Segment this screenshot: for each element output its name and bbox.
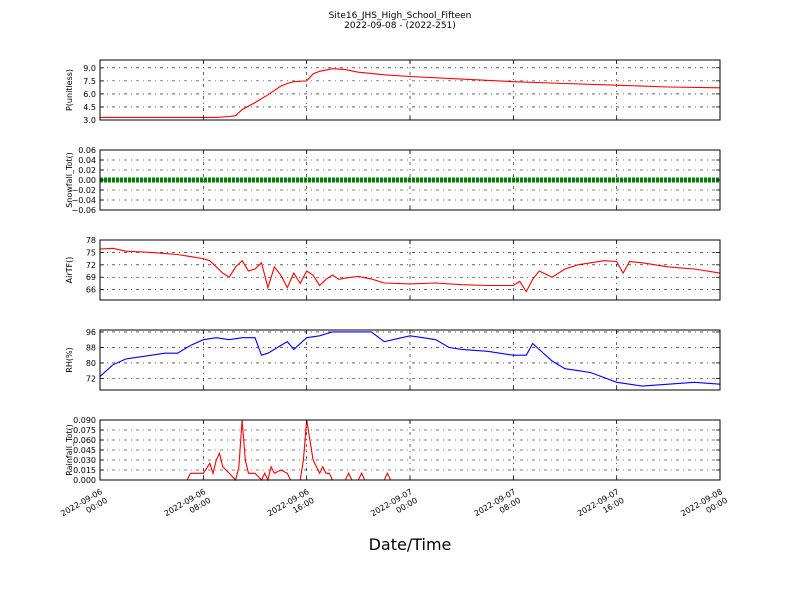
- subplot-1: 3.0 4.5 6.0 7.5 9.0 P(unitless): [65, 59, 721, 125]
- y-tick-label: 80: [86, 359, 96, 368]
- y-axis-label: RH(%): [65, 347, 74, 372]
- y-tick-label: 6.0: [83, 90, 96, 99]
- subplot-2: −0.06−0.04−0.020.000.020.040.06 Snowfall_…: [65, 146, 721, 215]
- subplot-3: 66 69 72 75 78 AirTF(): [65, 236, 721, 301]
- y-tick-label: 78: [86, 236, 96, 245]
- y-axis-label: AirTF(): [65, 257, 74, 284]
- y-tick-label: −0.02: [71, 186, 96, 195]
- subplot-4: 72 80 88 96 RH(%): [65, 328, 721, 391]
- y-tick-label: 0.030: [73, 456, 96, 465]
- series-line-1: [100, 419, 720, 482]
- y-tick-label: 0.075: [73, 426, 96, 435]
- y-tick-label: 0.02: [78, 166, 96, 175]
- y-tick-label: 96: [86, 328, 96, 337]
- y-tick-label: 69: [86, 273, 96, 282]
- y-tick-label: 0.00: [78, 176, 96, 185]
- y-tick-label: 0.04: [78, 156, 96, 165]
- series-line-1: [100, 68, 721, 118]
- y-tick-label: 0.000: [73, 476, 96, 485]
- y-tick-label: 3.0: [83, 116, 96, 125]
- y-tick-label: 0.06: [78, 146, 96, 155]
- y-tick-label: −0.06: [71, 206, 96, 215]
- y-tick-label: 66: [86, 286, 96, 295]
- x-axis-label: Date/Time: [369, 535, 452, 554]
- y-axis-label: P(unitless): [65, 69, 74, 111]
- y-axis-label: Snowfall_Tot(): [65, 152, 74, 208]
- y-tick-label: 75: [86, 248, 96, 257]
- y-tick-label: 4.5: [83, 103, 96, 112]
- y-tick-label: 9.0: [83, 64, 96, 73]
- subplot-5: 0.0000.0150.0300.0450.0600.0750.090Rainf…: [65, 416, 721, 485]
- y-tick-label: 0.060: [73, 436, 96, 445]
- y-tick-label: 0.045: [73, 446, 96, 455]
- series-line-1: [99, 247, 721, 293]
- y-tick-label: 0.090: [73, 416, 96, 425]
- y-tick-label: −0.04: [71, 196, 96, 205]
- figure-title: Site16_JHS_High_School_Fifteen: [328, 11, 472, 21]
- y-tick-label: 72: [86, 261, 96, 270]
- y-tick-label: 0.015: [73, 466, 96, 475]
- y-tick-label: 72: [86, 374, 96, 383]
- y-tick-label: 88: [86, 343, 96, 352]
- y-axis-label: Rainfall_Tot(): [65, 424, 74, 476]
- series-line-1: [99, 331, 721, 387]
- figure-subtitle: 2022-09-08 - (2022-251): [344, 21, 456, 31]
- y-tick-label: 7.5: [83, 77, 96, 86]
